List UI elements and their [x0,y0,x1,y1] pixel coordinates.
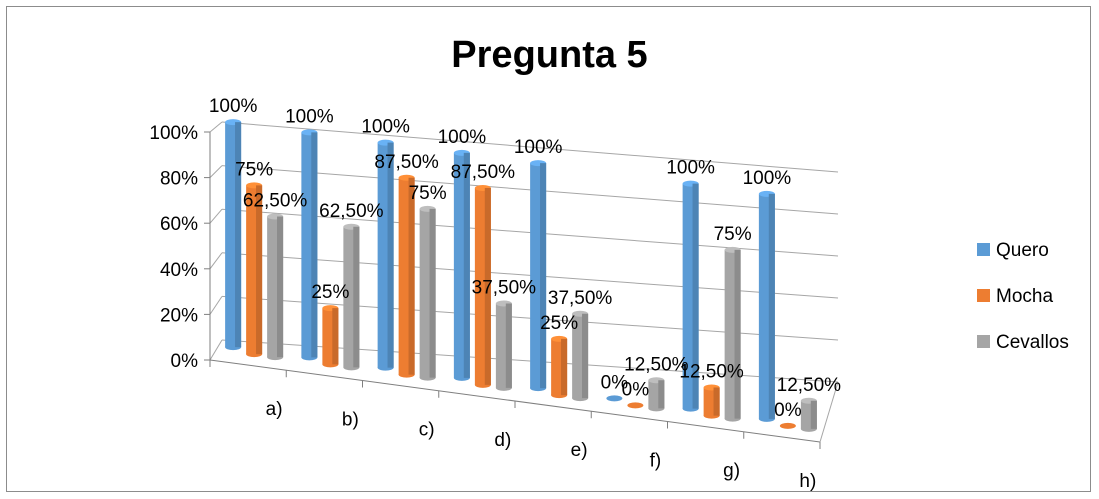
bar-shade [713,387,720,416]
data-label: 100% [666,158,715,179]
gridline [221,165,839,215]
bar-shade [235,122,242,348]
data-label: 87,50% [374,152,439,173]
data-label: 37,50% [472,278,537,299]
data-label: 0% [622,379,650,400]
bar-shade [484,188,491,385]
x-tick-label: h) [799,471,816,492]
x-tick-label: d) [494,430,511,451]
bar-shade [353,226,360,368]
data-label: 75% [235,159,273,180]
legend-swatch [977,243,990,256]
bar-shade [463,152,470,378]
x-tick-label: a) [266,399,283,420]
wall-gridline [209,208,223,224]
wall-gridline [209,252,223,270]
bar-mocha [779,422,796,429]
data-label: 62,50% [243,191,308,212]
legend-swatch [977,335,990,348]
bar-shade [734,249,741,419]
data-label: 75% [714,224,752,245]
data-label: 75% [409,183,447,204]
data-label: 87,50% [451,162,516,183]
bar-shade [658,380,665,409]
x-tick-label: g) [723,461,740,482]
data-label: 62,50% [319,201,384,222]
data-label: 100% [514,137,563,158]
bar-quero [606,395,623,402]
wall-gridline [209,165,223,178]
legend-label: Quero [996,240,1049,261]
x-tick-label: f) [650,450,662,471]
bar-shade [408,177,415,375]
bar-shade [810,400,817,429]
x-tick-label: c) [419,420,435,441]
data-label: 100% [743,168,792,189]
bar-shade [582,313,589,399]
bar-shade [387,142,394,368]
x-tick-label: e) [571,440,588,461]
bar-shade [332,308,339,365]
data-label: 25% [311,282,349,303]
legend-label: Cevallos [996,332,1069,353]
legend: Quero Mocha Cevallos [977,240,1069,353]
y-tick-label: 100% [149,123,198,144]
data-label: 0% [601,372,629,393]
bar-mocha [627,402,644,409]
bar-shade [540,163,547,389]
chart-title: Pregunta 5 [451,34,648,76]
data-label: 25% [540,313,578,334]
legend-label: Mocha [996,286,1053,307]
bar-shade [429,208,436,378]
data-label: 100% [438,127,487,148]
y-tick-label: 60% [160,214,198,235]
data-label: 0% [774,400,802,421]
bar-shade [277,216,284,358]
bar-shade [505,303,512,388]
data-label: 100% [361,117,410,138]
wall-gridline [209,296,223,315]
y-tick-label: 40% [160,260,198,281]
wall-gridline [209,121,223,133]
data-label: 12,50% [679,362,744,383]
y-tick-label: 20% [160,305,198,326]
y-tick-label: 0% [171,351,199,372]
data-label: 100% [209,96,258,117]
wall-gridline [209,339,223,361]
data-labels: 100%75%62,50%100%25%62,50%100%87,50%75%1… [209,96,841,421]
bar-shade [692,183,699,409]
floor-edge [819,381,839,443]
bar-shade [256,185,263,355]
data-label: 37,50% [548,288,613,309]
bar-shade [561,338,568,396]
legend-swatch [977,289,990,302]
y-tick-label: 80% [160,169,198,190]
bars [225,119,817,432]
bar-shade [768,193,775,419]
data-label: 12,50% [777,375,842,396]
chart-frame [6,6,1091,492]
bar-shade [311,132,318,358]
gridline [221,121,839,173]
data-label: 100% [285,106,334,127]
x-tick-label: b) [342,409,359,430]
data-label: 12,50% [624,354,689,375]
